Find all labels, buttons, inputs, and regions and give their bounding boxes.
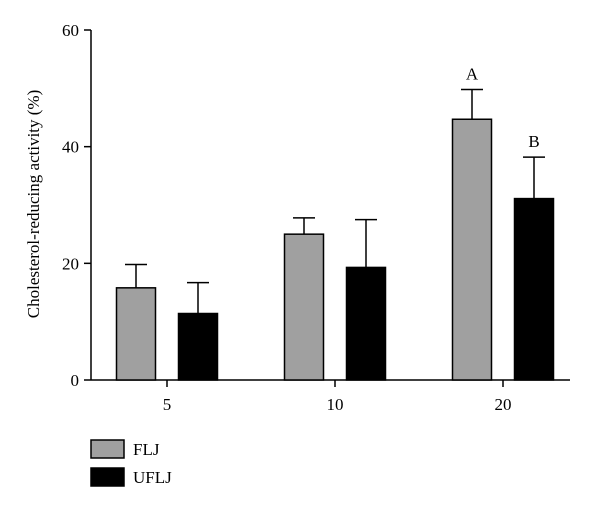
y-tick-label: 0: [71, 371, 80, 390]
bar-uflj-5: [177, 312, 219, 381]
legend-label-uflj: UFLJ: [133, 468, 172, 487]
y-tick-label: 40: [62, 138, 79, 157]
bar-uflj-20: [513, 197, 555, 381]
y-axis-title: Cholesterol-reducing activity (%): [24, 90, 43, 318]
error-bars: [125, 88, 545, 314]
annotations: AB: [466, 65, 540, 152]
legend-swatch-uflj: [90, 467, 125, 487]
x-axis: 5 10 20: [91, 379, 570, 414]
legend: FLJ UFLJ: [90, 439, 172, 487]
y-tick-label: 60: [62, 21, 79, 40]
x-tick-label: 20: [495, 395, 512, 414]
y-tick-label: 20: [62, 254, 79, 273]
significance-label: B: [528, 132, 539, 151]
bar-flj-20: [451, 118, 493, 381]
bar-flj-5: [115, 287, 157, 381]
bars: [115, 118, 555, 381]
bar-flj-10: [283, 233, 325, 381]
significance-label: A: [466, 65, 479, 84]
x-tick-label: 5: [163, 395, 172, 414]
bar-uflj-10: [345, 266, 387, 381]
legend-label-flj: FLJ: [133, 440, 160, 459]
x-tick-label: 10: [327, 395, 344, 414]
y-axis: 0 20 40 60: [62, 21, 92, 390]
legend-swatch-flj: [90, 439, 125, 459]
